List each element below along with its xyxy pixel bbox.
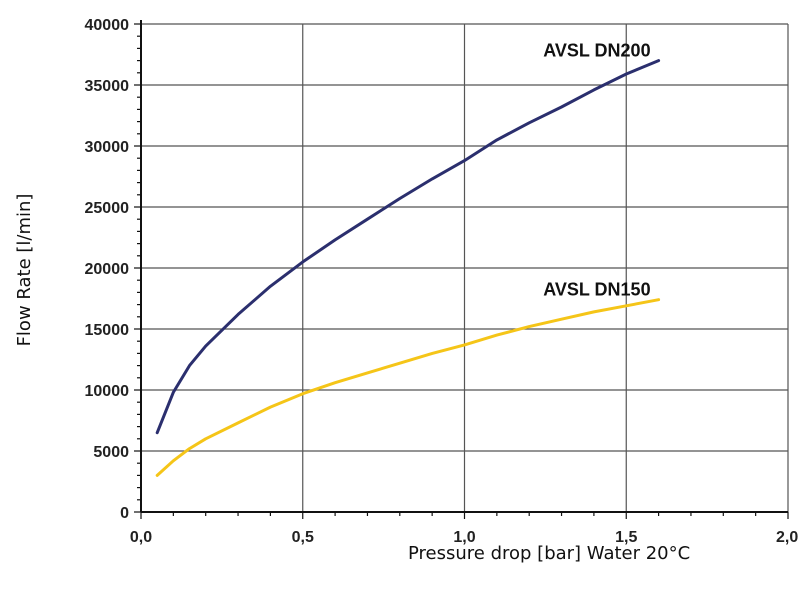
y-tick-label: 0	[120, 505, 129, 522]
x-tick-label: 2,0	[776, 529, 798, 546]
x-tick-label: 1,0	[453, 529, 475, 546]
x-axis-title: Pressure drop [bar] Water 20°C	[408, 543, 690, 564]
y-axis-title: Flow Rate [l/min]	[14, 194, 35, 347]
grid-lines	[141, 23, 789, 512]
y-tick-label: 35000	[85, 78, 130, 95]
y-tick-label: 10000	[85, 383, 130, 400]
y-tick-label: 20000	[85, 261, 130, 278]
x-tick-label: 0,5	[292, 529, 314, 546]
series-label-2: AVSL DN150	[543, 280, 650, 300]
series-line-1	[155, 59, 661, 435]
y-tick-label: 30000	[85, 139, 130, 156]
y-tick-label: 25000	[85, 200, 130, 217]
series-line-2	[155, 298, 661, 477]
x-tick-label: 0,0	[130, 529, 152, 546]
y-tick-label: 15000	[85, 322, 130, 339]
series-lines	[155, 59, 661, 477]
y-tick-label: 5000	[93, 444, 129, 461]
series-labels: AVSL DN200 AVSL DN150	[543, 41, 650, 300]
series-label-1: AVSL DN200	[543, 41, 650, 61]
x-tick-label: 1,5	[615, 529, 637, 546]
x-axis-ticks: 0,0 0,5 1,0 1,5 2,0	[130, 512, 798, 546]
y-axis-ticks: 0 5000 10000 15000 20000 25000 30000 35000 40000	[85, 17, 141, 522]
y-tick-label: 40000	[85, 17, 130, 34]
